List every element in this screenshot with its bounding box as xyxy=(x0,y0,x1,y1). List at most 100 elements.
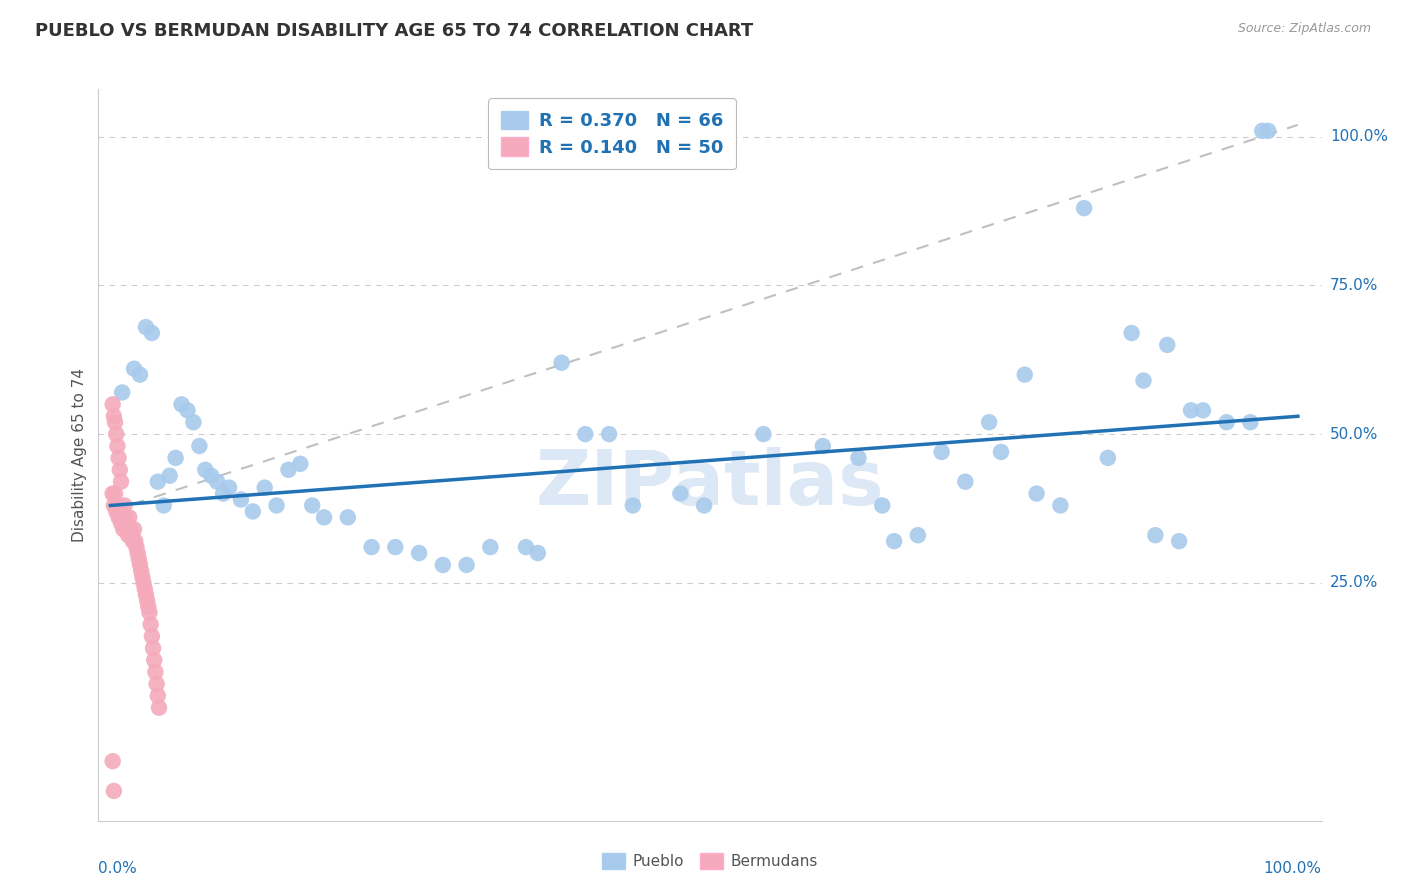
Point xyxy=(107,499,129,513)
Point xyxy=(360,540,382,554)
Point xyxy=(883,534,905,549)
Point xyxy=(145,677,167,691)
Point xyxy=(1251,124,1274,138)
Point xyxy=(132,575,155,590)
Point xyxy=(117,528,139,542)
Point xyxy=(125,540,148,554)
Point xyxy=(136,599,159,614)
Point xyxy=(669,486,692,500)
Point xyxy=(110,516,132,531)
Point xyxy=(101,397,124,411)
Point xyxy=(194,463,217,477)
Point xyxy=(848,450,870,465)
Point xyxy=(1156,338,1178,352)
Point xyxy=(1049,499,1071,513)
Point xyxy=(752,427,775,442)
Point xyxy=(408,546,430,560)
Point xyxy=(479,540,502,554)
Point xyxy=(598,427,620,442)
Point xyxy=(527,546,550,560)
Point xyxy=(146,475,169,489)
Point xyxy=(101,486,124,500)
Point xyxy=(693,499,716,513)
Point xyxy=(107,510,129,524)
Point xyxy=(138,606,160,620)
Point xyxy=(176,403,198,417)
Text: Source: ZipAtlas.com: Source: ZipAtlas.com xyxy=(1237,22,1371,36)
Point xyxy=(266,499,288,513)
Point xyxy=(1144,528,1167,542)
Point xyxy=(550,356,572,370)
Point xyxy=(218,481,240,495)
Point xyxy=(574,427,596,442)
Point xyxy=(870,499,893,513)
Point xyxy=(152,499,174,513)
Point xyxy=(159,468,181,483)
Point xyxy=(384,540,406,554)
Point xyxy=(135,588,157,602)
Point xyxy=(107,450,129,465)
Point xyxy=(115,516,138,531)
Text: 50.0%: 50.0% xyxy=(1330,426,1378,442)
Point xyxy=(1239,415,1261,429)
Point xyxy=(148,700,170,714)
Point xyxy=(141,326,163,340)
Point xyxy=(108,463,131,477)
Point xyxy=(146,689,169,703)
Point xyxy=(200,468,222,483)
Point xyxy=(811,439,834,453)
Point xyxy=(114,510,136,524)
Point xyxy=(277,463,299,477)
Point xyxy=(931,445,953,459)
Point xyxy=(1121,326,1143,340)
Point xyxy=(955,475,977,489)
Point xyxy=(139,617,162,632)
Point xyxy=(108,504,131,518)
Text: 100.0%: 100.0% xyxy=(1264,861,1322,876)
Point xyxy=(107,439,129,453)
Point xyxy=(290,457,312,471)
Point xyxy=(129,564,152,578)
Point xyxy=(128,552,150,566)
Point xyxy=(1257,124,1279,138)
Point xyxy=(118,510,141,524)
Text: 75.0%: 75.0% xyxy=(1330,278,1378,293)
Point xyxy=(1014,368,1036,382)
Text: 25.0%: 25.0% xyxy=(1330,575,1378,591)
Point xyxy=(165,450,187,465)
Point xyxy=(1025,486,1047,500)
Point xyxy=(143,653,166,667)
Point xyxy=(111,385,134,400)
Text: PUEBLO VS BERMUDAN DISABILITY AGE 65 TO 74 CORRELATION CHART: PUEBLO VS BERMUDAN DISABILITY AGE 65 TO … xyxy=(35,22,754,40)
Point xyxy=(129,368,152,382)
Point xyxy=(977,415,1000,429)
Point xyxy=(101,754,124,768)
Point xyxy=(336,510,359,524)
Point xyxy=(134,582,156,596)
Point xyxy=(212,486,235,500)
Point xyxy=(188,439,211,453)
Point xyxy=(127,546,149,560)
Point xyxy=(1073,201,1095,215)
Y-axis label: Disability Age 65 to 74: Disability Age 65 to 74 xyxy=(72,368,87,542)
Point xyxy=(301,499,323,513)
Point xyxy=(1180,403,1202,417)
Point xyxy=(145,665,167,679)
Point xyxy=(142,641,165,656)
Point xyxy=(515,540,537,554)
Point xyxy=(120,522,142,536)
Point xyxy=(135,320,157,334)
Point xyxy=(205,475,228,489)
Point xyxy=(122,361,145,376)
Point xyxy=(121,534,143,549)
Point xyxy=(253,481,276,495)
Legend: Pueblo, Bermudans: Pueblo, Bermudans xyxy=(596,847,824,875)
Point xyxy=(312,510,335,524)
Point xyxy=(1215,415,1237,429)
Point xyxy=(990,445,1012,459)
Point xyxy=(242,504,264,518)
Point xyxy=(103,409,125,424)
Point xyxy=(104,415,127,429)
Point xyxy=(907,528,929,542)
Point xyxy=(1132,374,1154,388)
